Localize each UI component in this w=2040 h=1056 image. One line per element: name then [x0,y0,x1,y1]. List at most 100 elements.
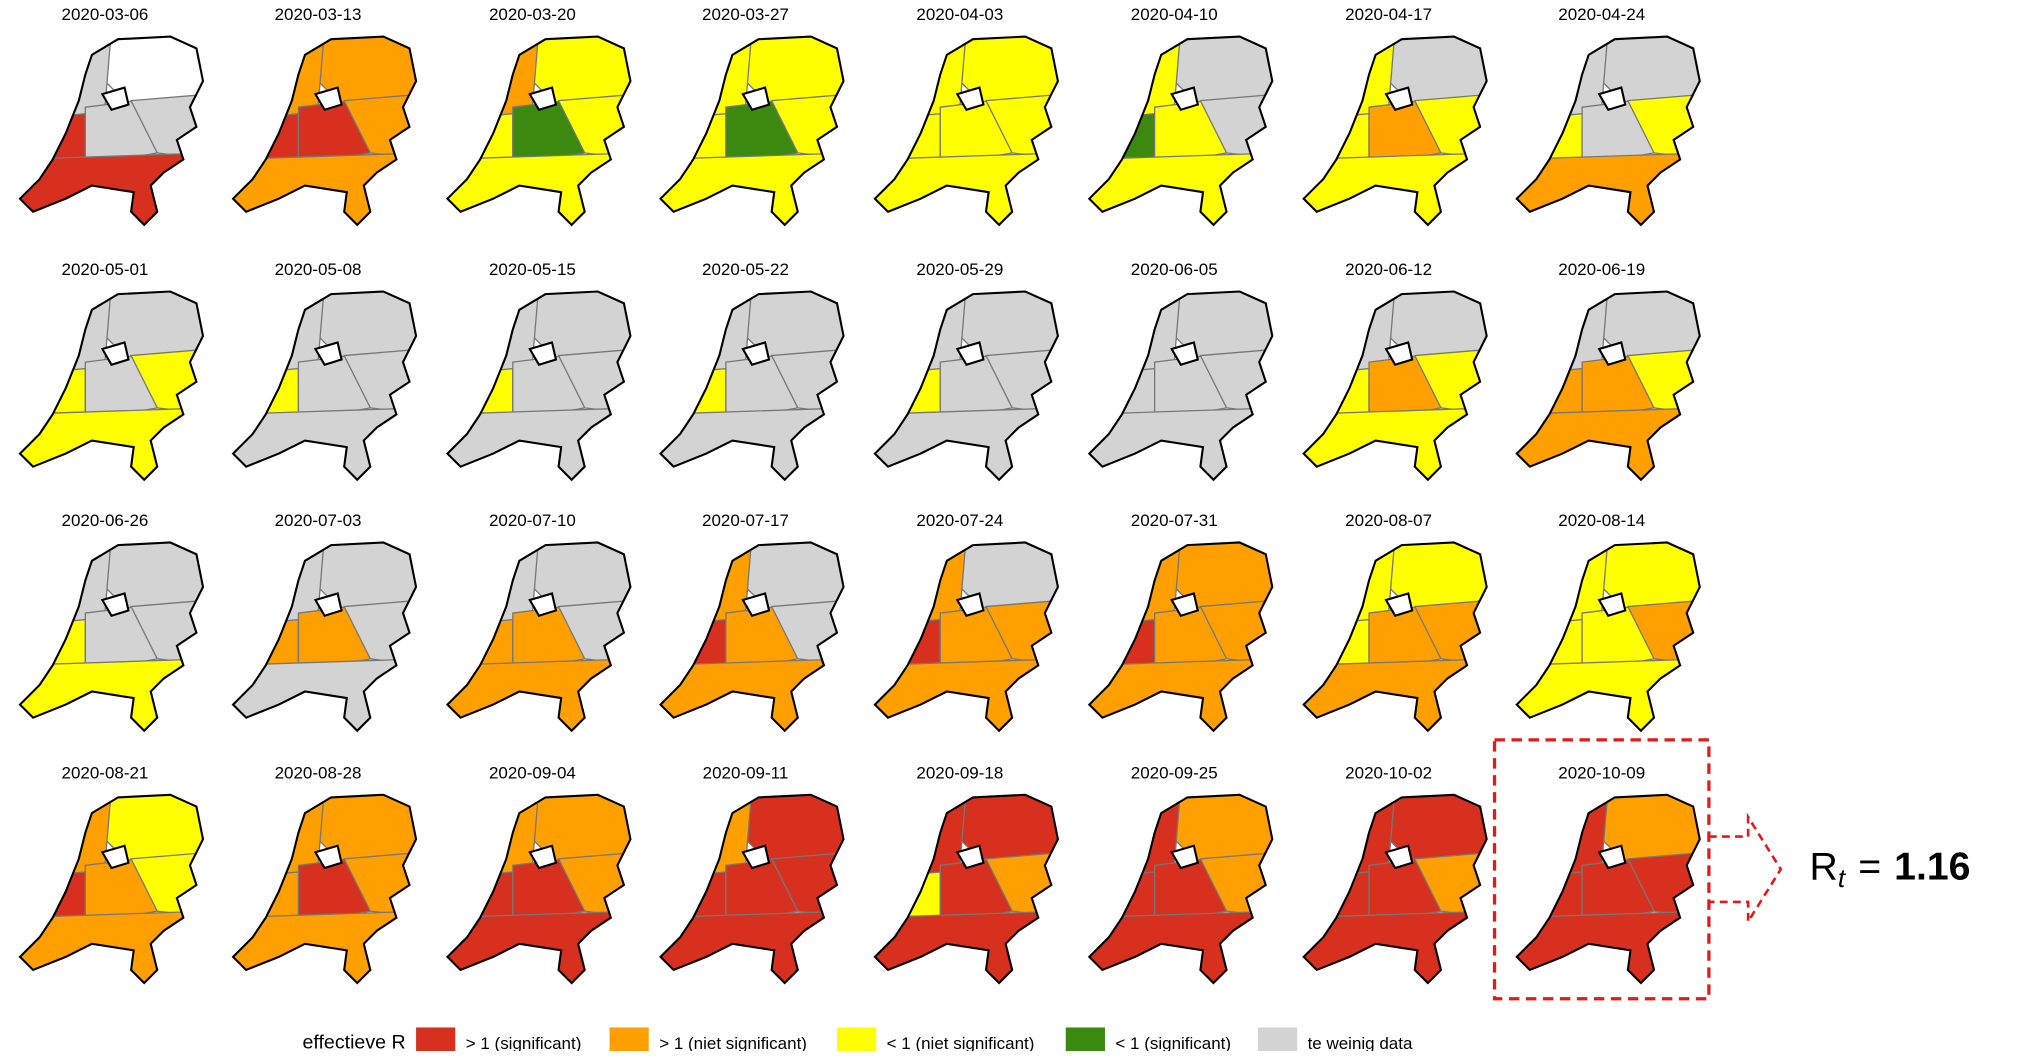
map [231,35,418,227]
legend-swatch [1257,1027,1298,1056]
rt-subscript: t [1838,863,1847,893]
map [1302,541,1488,733]
ijsselmeer [1597,341,1627,366]
map-date: 2020-06-19 [1558,260,1645,279]
map-date: 2020-07-31 [1131,511,1218,530]
rt-symbol: R [1810,846,1838,889]
ijsselmeer [1170,341,1200,366]
map-date: 2020-03-13 [275,5,362,24]
map-date: 2020-07-10 [489,511,576,530]
map-date: 2020-06-05 [1131,260,1218,279]
legend-label: < 1 (niet significant) [887,1034,1035,1051]
ijsselmeer [313,844,343,870]
country-outline [873,541,1060,733]
map [1302,793,1488,985]
map [445,35,632,227]
regions [1303,291,1487,480]
ijsselmeer [528,341,558,366]
region [447,152,631,225]
legend-swatch [836,1027,877,1056]
country-outline [1515,793,1701,985]
region [1516,407,1700,480]
region [19,152,203,225]
map [445,541,632,733]
ijsselmeer [1384,86,1414,112]
rt-annotation: Rt = 1.16 [1810,846,1971,893]
regions [447,794,631,984]
country-outline [659,793,845,985]
region [1089,407,1273,480]
country-outline [1515,35,1701,227]
map [659,541,845,733]
map [1515,35,1701,227]
regions [660,36,844,225]
regions [1089,794,1273,984]
map-date: 2020-05-22 [702,260,789,279]
map-date: 2020-09-18 [916,763,1003,782]
map-date: 2020-10-02 [1345,763,1432,782]
map-date: 2020-08-28 [275,763,362,782]
country-outline [1087,541,1274,733]
region [1089,910,1273,984]
map-date: 2020-06-12 [1345,260,1432,279]
regions [660,542,844,731]
ijsselmeer [528,844,558,870]
map [231,290,418,482]
map [1302,35,1488,227]
map-date: 2020-08-07 [1345,511,1432,530]
region [874,407,1058,480]
map [873,35,1060,227]
legend-label: > 1 (significant) [466,1034,582,1051]
legend-swatch [416,1027,456,1056]
ijsselmeer [741,844,771,870]
map [1087,793,1274,985]
region [447,910,631,984]
map [18,290,205,482]
region [233,407,417,480]
region [1516,658,1700,731]
country-outline [1302,35,1488,227]
region [1303,658,1487,731]
country-outline [873,793,1060,985]
country-outline [231,290,418,482]
map-date: 2020-04-03 [916,5,1003,24]
map [1515,793,1701,985]
country-outline [1087,290,1274,482]
map-date: 2020-03-06 [62,5,149,24]
ijsselmeer [955,844,985,870]
country-outline [1302,541,1488,733]
map-date: 2020-06-26 [62,511,149,530]
map-date: 2020-10-09 [1558,763,1645,782]
regions [660,794,844,984]
region [1089,152,1273,225]
map-date: 2020-08-21 [62,763,149,782]
regions [233,794,417,984]
regions [1516,291,1700,480]
region [874,910,1058,984]
regions [1303,36,1487,225]
country-outline [1302,793,1488,985]
region [19,407,203,480]
map [1087,290,1274,482]
map-date: 2020-05-08 [275,260,362,279]
region [874,658,1058,731]
map [1515,290,1701,482]
ijsselmeer [1597,592,1627,617]
ijsselmeer [100,592,130,617]
ijsselmeer [741,592,771,617]
regions [1303,794,1487,984]
map [873,793,1060,985]
ijsselmeer [1597,844,1627,870]
map [1302,290,1488,482]
ijsselmeer [528,86,558,112]
ijsselmeer [1170,592,1200,617]
map [231,793,418,985]
country-outline [445,793,632,985]
region [660,152,844,225]
regions [874,36,1058,225]
regions [447,542,631,731]
map [873,541,1060,733]
country-outline [1515,541,1701,733]
region [660,658,844,731]
